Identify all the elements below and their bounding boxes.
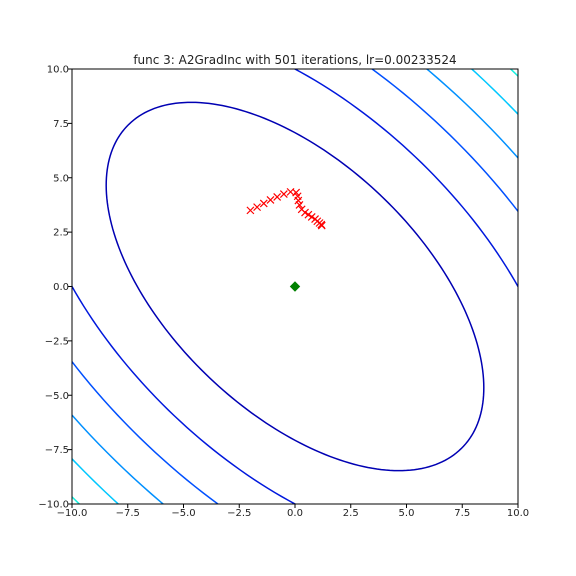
y-tick-label: 7.5: [53, 119, 69, 130]
path-marker-15: [307, 212, 316, 221]
y-tick-label: 2.5: [53, 228, 69, 239]
path-marker-20: [317, 221, 326, 230]
x-tick-label: 5.0: [399, 508, 415, 519]
path-marker-14: [304, 210, 313, 219]
y-axis-ticks: −10.0 −7.5 −5.0 −2.5 0.0 2.5 5.0 7.5 10.0: [38, 65, 72, 511]
x-tick-label: 2.5: [343, 508, 359, 519]
chart-title: func 3: A2GradInc with 501 iterations, l…: [133, 53, 456, 67]
path-marker-4: [266, 196, 275, 204]
y-tick-label: 10.0: [47, 65, 69, 76]
x-tick-label: 7.5: [454, 508, 470, 519]
y-tick-label: −2.5: [45, 336, 69, 347]
path-marker-5: [273, 192, 282, 201]
x-axis-ticks: −10.0 −7.5 −5.0 −2.5 0.0 2.5 5.0 7.5 10.0: [57, 504, 529, 519]
optimum-diamond: [289, 281, 301, 292]
path-marker-3: [259, 199, 268, 208]
x-tick-label: 0.0: [287, 508, 303, 519]
x-tick-label: −2.5: [227, 508, 251, 519]
x-tick-label: −10.0: [57, 508, 88, 519]
y-tick-label: −5.0: [45, 391, 69, 402]
contour-line-1: [105, 101, 485, 472]
y-tick-label: −10.0: [38, 500, 69, 511]
path-marker-2: [253, 203, 262, 212]
path-marker-6: [279, 190, 288, 198]
path-marker-13: [301, 208, 309, 217]
x-tick-label: 10.0: [507, 508, 529, 519]
optimization-path: [246, 187, 326, 230]
y-tick-label: −7.5: [45, 445, 69, 456]
x-tick-label: −7.5: [116, 508, 140, 519]
path-marker-11: [295, 201, 304, 209]
y-tick-label: 5.0: [53, 173, 69, 184]
optimum-marker: [289, 281, 301, 292]
x-tick-label: −5.0: [171, 508, 195, 519]
path-marker-1: [246, 206, 255, 215]
y-tick-label: 0.0: [53, 282, 69, 293]
